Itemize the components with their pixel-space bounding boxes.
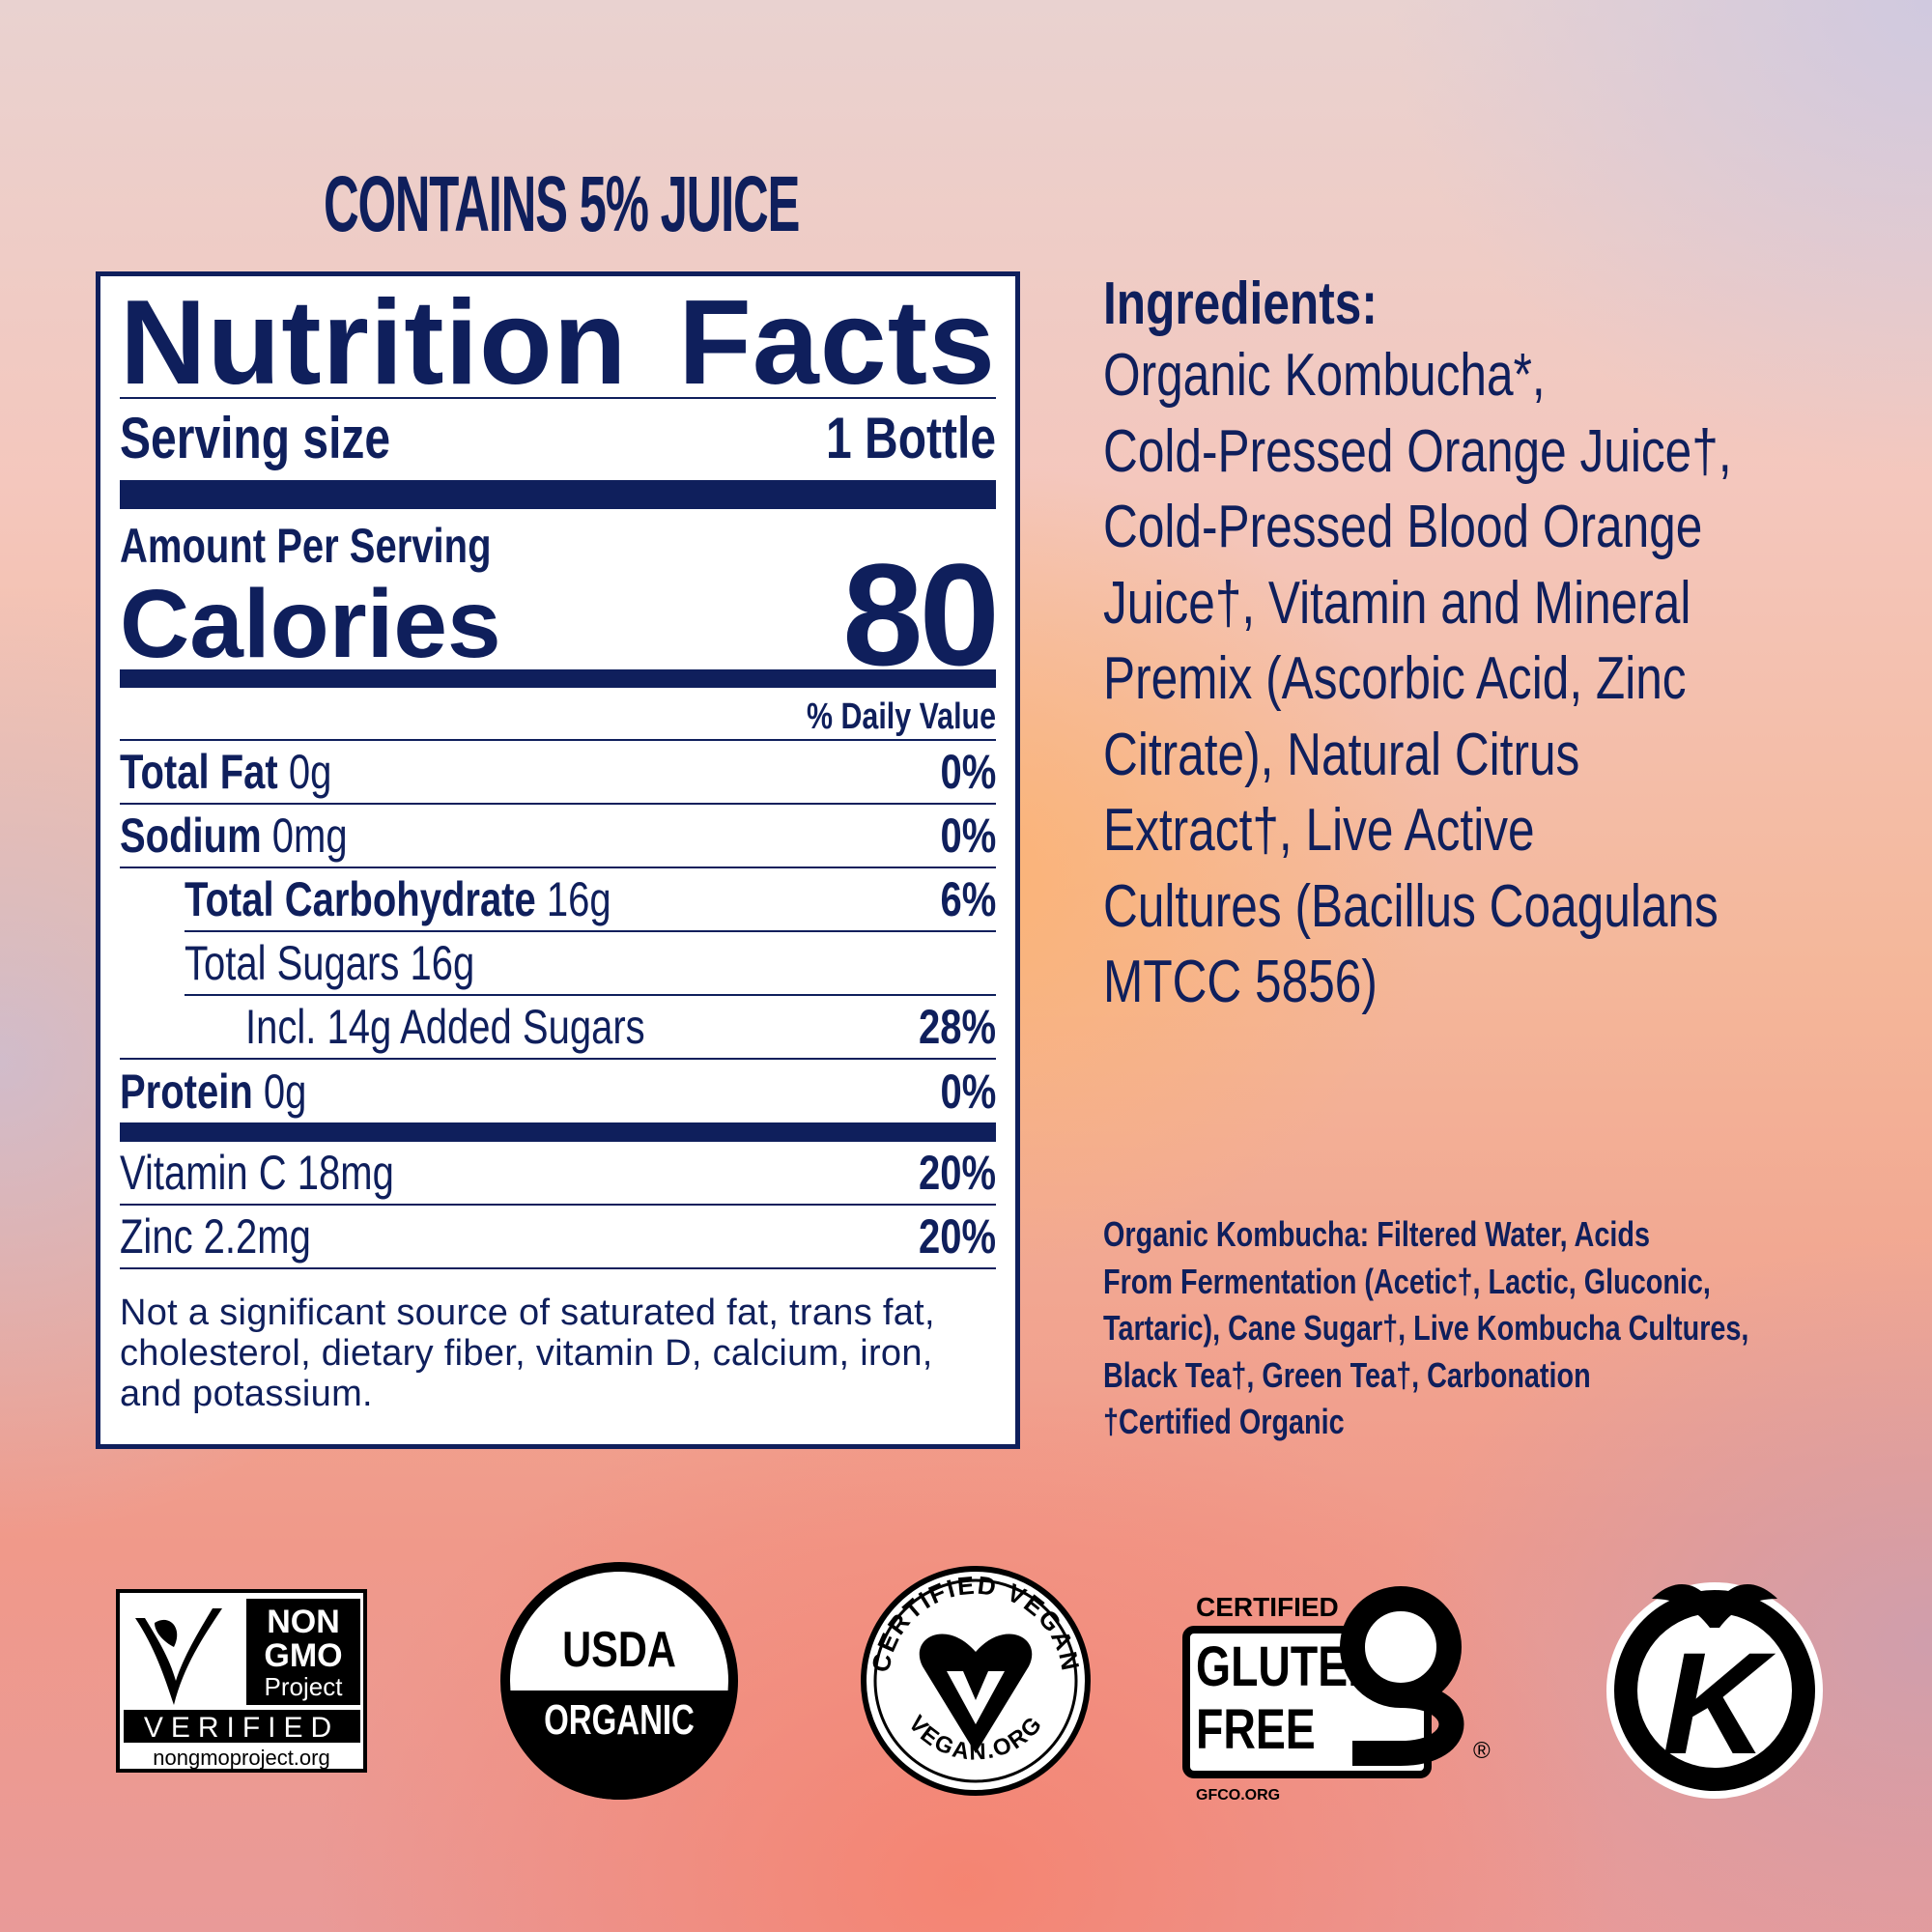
vitamin-amount: Zinc 2.2mg xyxy=(120,1209,311,1264)
nutrient-name: Total Fat xyxy=(120,745,278,799)
vitamin-daily-value: 20% xyxy=(918,1146,996,1200)
serving-size-row: Serving size 1 Bottle xyxy=(120,410,996,468)
nutrient-row: Incl. 14g Added Sugars 28% xyxy=(120,996,996,1060)
nutrient-amount: Incl. 14g Added Sugars xyxy=(245,1000,645,1054)
svg-text:VERIFIED: VERIFIED xyxy=(144,1712,339,1744)
thick-divider xyxy=(120,480,996,509)
usda-organic-logo: USDA ORGANIC xyxy=(500,1562,738,1800)
nutrient-row: Total Fat 0g 0% xyxy=(120,741,996,805)
registered-mark: ® xyxy=(1473,1738,1491,1764)
svg-text:CERTIFIED: CERTIFIED xyxy=(1196,1592,1339,1622)
serving-size-label: Serving size xyxy=(120,406,391,470)
nutrient-label: Protein 0g xyxy=(120,1064,306,1120)
kombucha-note-line: Tartaric), Cane Sugar†, Live Kombucha Cu… xyxy=(1103,1308,1749,1348)
nutrient-daily-value: 0% xyxy=(940,1065,996,1119)
kombucha-note-line: Organic Kombucha: Filtered Water, Acids xyxy=(1103,1214,1650,1254)
vitamin-daily-value: 20% xyxy=(918,1209,996,1264)
calories-value: 80 xyxy=(842,533,1000,696)
nutrition-facts-title: Nutrition Facts xyxy=(120,276,996,410)
calories-row: Calories 80 xyxy=(120,542,1000,687)
nutrient-row: Total Sugars 16g xyxy=(185,932,996,996)
svg-text:nongmoproject.org: nongmoproject.org xyxy=(153,1746,329,1770)
footnote-line: cholesterol, dietary fiber, vitamin D, c… xyxy=(120,1333,933,1374)
svg-text:GFCO.ORG: GFCO.ORG xyxy=(1196,1787,1280,1802)
nutrient-label: Total Fat 0g xyxy=(120,744,331,800)
nutrition-facts-panel: Nutrition Facts Serving size 1 Bottle Am… xyxy=(96,271,1020,1449)
ingredient-line: Citrate), Natural Citrus xyxy=(1103,721,1580,788)
nutrient-label: Total Carbohydrate 16g xyxy=(185,871,611,927)
svg-text:K: K xyxy=(1662,1622,1776,1784)
nutrient-name: Total Carbohydrate xyxy=(185,872,536,926)
ingredients-heading: Ingredients: xyxy=(1103,270,1378,337)
thick-divider xyxy=(120,1122,996,1142)
kombucha-note-line: Black Tea†, Green Tea†, Carbonation xyxy=(1103,1354,1591,1395)
kombucha-note: Organic Kombucha: Filtered Water, Acids F… xyxy=(1103,1211,1895,1446)
nutrient-row: Sodium 0mg 0% xyxy=(120,805,996,868)
svg-text:NON: NON xyxy=(267,1604,340,1640)
ingredient-line: Cold-Pressed Blood Orange xyxy=(1103,494,1703,560)
footnote-line: Not a significant source of saturated fa… xyxy=(120,1293,935,1333)
ingredients-section: Ingredients: Organic Kombucha*, Cold-Pres… xyxy=(1103,270,1895,1021)
non-gmo-project-logo: NON GMO Project VERIFIED nongmoproject.o… xyxy=(116,1589,367,1773)
kombucha-note-line: †Certified Organic xyxy=(1103,1402,1345,1441)
vitamin-row: Vitamin C 18mg 20% xyxy=(120,1142,996,1206)
nutrient-label: Sodium 0mg xyxy=(120,808,348,864)
ingredient-line: Premix (Ascorbic Acid, Zinc xyxy=(1103,645,1687,712)
certified-vegan-logo: CERTIFIED VEGAN VEGAN.ORG xyxy=(861,1566,1091,1796)
calories-label: Calories xyxy=(120,570,501,678)
kosher-logo: K xyxy=(1606,1582,1823,1799)
ingredient-line: Juice†, Vitamin and Mineral xyxy=(1103,569,1691,637)
nutrient-daily-value: 0% xyxy=(940,809,996,863)
nutrient-name: Protein xyxy=(120,1065,253,1119)
ingredient-line: MTCC 5856) xyxy=(1103,949,1378,1015)
nutrient-amount: 16g xyxy=(546,872,611,926)
daily-value-header: % Daily Value xyxy=(806,696,996,737)
svg-text:Project: Project xyxy=(265,1672,344,1701)
svg-text:GMO: GMO xyxy=(264,1637,342,1674)
nutrient-amount: 0g xyxy=(263,1065,307,1119)
nutrient-row: Protein 0g 0% xyxy=(120,1060,996,1123)
nutrient-amount: Total Sugars 16g xyxy=(185,936,475,990)
svg-text:USDA: USDA xyxy=(562,1621,676,1678)
ingredient-line: Organic Kombucha*, xyxy=(1103,342,1546,409)
ingredient-line: Extract†, Live Active xyxy=(1103,797,1535,864)
vitamin-amount: Vitamin C 18mg xyxy=(120,1146,394,1200)
nutrient-label: Incl. 14g Added Sugars xyxy=(245,999,645,1055)
amount-per-serving-label: Amount Per Serving xyxy=(120,519,492,573)
ingredient-line: Cold-Pressed Orange Juice†, xyxy=(1103,417,1732,485)
nutrition-footnote: Not a significant source of saturated fa… xyxy=(120,1293,996,1414)
nutrient-name: Sodium xyxy=(120,809,262,863)
kombucha-note-line: From Fermentation (Acetic†, Lactic, Gluc… xyxy=(1103,1261,1711,1301)
nutrient-row: Total Carbohydrate 16g 6% xyxy=(185,868,996,932)
gluten-free-logo: CERTIFIED GLUTEN FREE ® GFCO.ORG xyxy=(1182,1586,1491,1802)
nutrient-amount: 0g xyxy=(288,745,332,799)
nutrient-label: Total Sugars 16g xyxy=(185,935,474,991)
footnote-line: and potassium. xyxy=(120,1374,373,1414)
divider xyxy=(120,739,996,741)
title-word: Facts xyxy=(678,276,996,410)
svg-text:ORGANIC: ORGANIC xyxy=(544,1697,695,1745)
ingredient-line: Cultures (Bacillus Coagulans xyxy=(1103,872,1719,940)
vitamin-row: Zinc 2.2mg 20% xyxy=(120,1206,996,1269)
amount-per-serving-row: Amount Per Serving xyxy=(120,522,996,570)
serving-size-value: 1 Bottle xyxy=(825,406,996,470)
medium-divider xyxy=(120,669,996,688)
divider xyxy=(120,397,996,399)
nutrient-daily-value: 0% xyxy=(940,745,996,799)
nutrient-amount: 0mg xyxy=(271,809,348,863)
title-word: Nutrition xyxy=(120,276,628,410)
nutrient-daily-value: 28% xyxy=(918,1000,996,1054)
svg-text:FREE: FREE xyxy=(1196,1698,1316,1761)
juice-content-banner: CONTAINS 5% JUICE xyxy=(324,160,800,248)
nutrient-daily-value: 6% xyxy=(940,872,996,926)
